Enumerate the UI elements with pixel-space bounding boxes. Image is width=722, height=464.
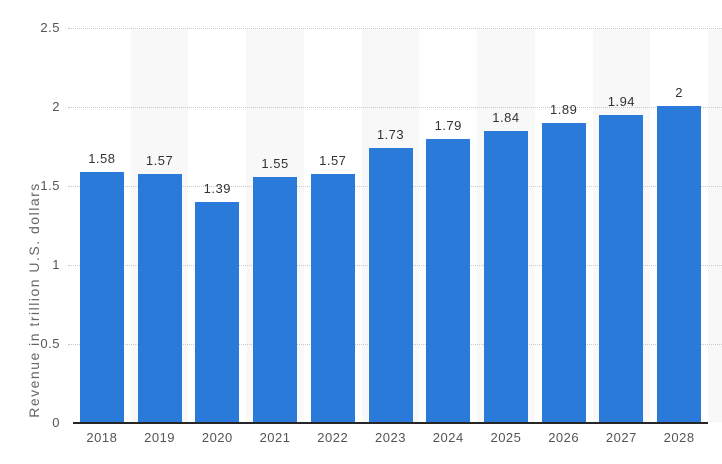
bar-2023[interactable] (368, 148, 413, 422)
x-tick-label-2018: 2018 (86, 430, 118, 445)
y-tick-label-0: 0 (52, 415, 60, 430)
value-label-2022: 1.57 (319, 153, 347, 168)
plot-band-right-edge (708, 29, 722, 422)
y-tick-label-1.5: 1.5 (40, 177, 60, 193)
x-tick-label-2024: 2024 (432, 430, 464, 445)
gridline-2 (68, 106, 722, 108)
bar-2019[interactable] (137, 174, 182, 422)
x-axis-line (73, 422, 708, 424)
value-label-2028: 2 (675, 85, 683, 100)
x-tick-label-2027: 2027 (605, 430, 637, 445)
x-tick-label-2026: 2026 (548, 430, 580, 445)
bar-2026[interactable] (541, 123, 586, 422)
y-tick-label-2: 2 (52, 98, 60, 114)
x-tick-label-2028: 2028 (663, 430, 695, 445)
bar-2027[interactable] (599, 115, 644, 422)
gridline-2.5 (68, 27, 722, 29)
x-tick-label-2022: 2022 (317, 430, 349, 445)
bar-2028[interactable] (657, 106, 702, 422)
x-tick-label-2023: 2023 (375, 430, 406, 445)
value-label-2023: 1.73 (376, 127, 405, 142)
value-label-2026: 1.89 (550, 102, 578, 117)
value-label-2024: 1.79 (434, 118, 462, 133)
bar-2022[interactable] (310, 174, 355, 422)
x-tick-label-2019: 2019 (144, 430, 176, 445)
bar-2018[interactable] (79, 172, 124, 422)
bar-2025[interactable] (483, 131, 528, 422)
value-label-2018: 1.58 (88, 151, 116, 166)
bar-2020[interactable] (195, 202, 240, 422)
y-tick-label-2.5: 2.5 (40, 19, 60, 35)
y-tick-label-0.5: 0.5 (40, 335, 60, 351)
bar-2021[interactable] (253, 177, 298, 422)
value-label-2027: 1.94 (607, 94, 636, 109)
x-tick-label-2020: 2020 (201, 430, 233, 445)
y-tick-label-1: 1 (52, 256, 60, 272)
value-label-2025: 1.84 (492, 110, 520, 125)
value-label-2020: 1.39 (203, 181, 231, 196)
bar-2024[interactable] (426, 139, 471, 422)
x-tick-label-2021: 2021 (259, 430, 291, 445)
x-tick-label-2025: 2025 (490, 430, 522, 445)
y-axis-title: Revenue in trillion U.S. dollars (26, 182, 42, 418)
value-label-2021: 1.55 (261, 156, 289, 171)
value-label-2019: 1.57 (145, 153, 174, 168)
